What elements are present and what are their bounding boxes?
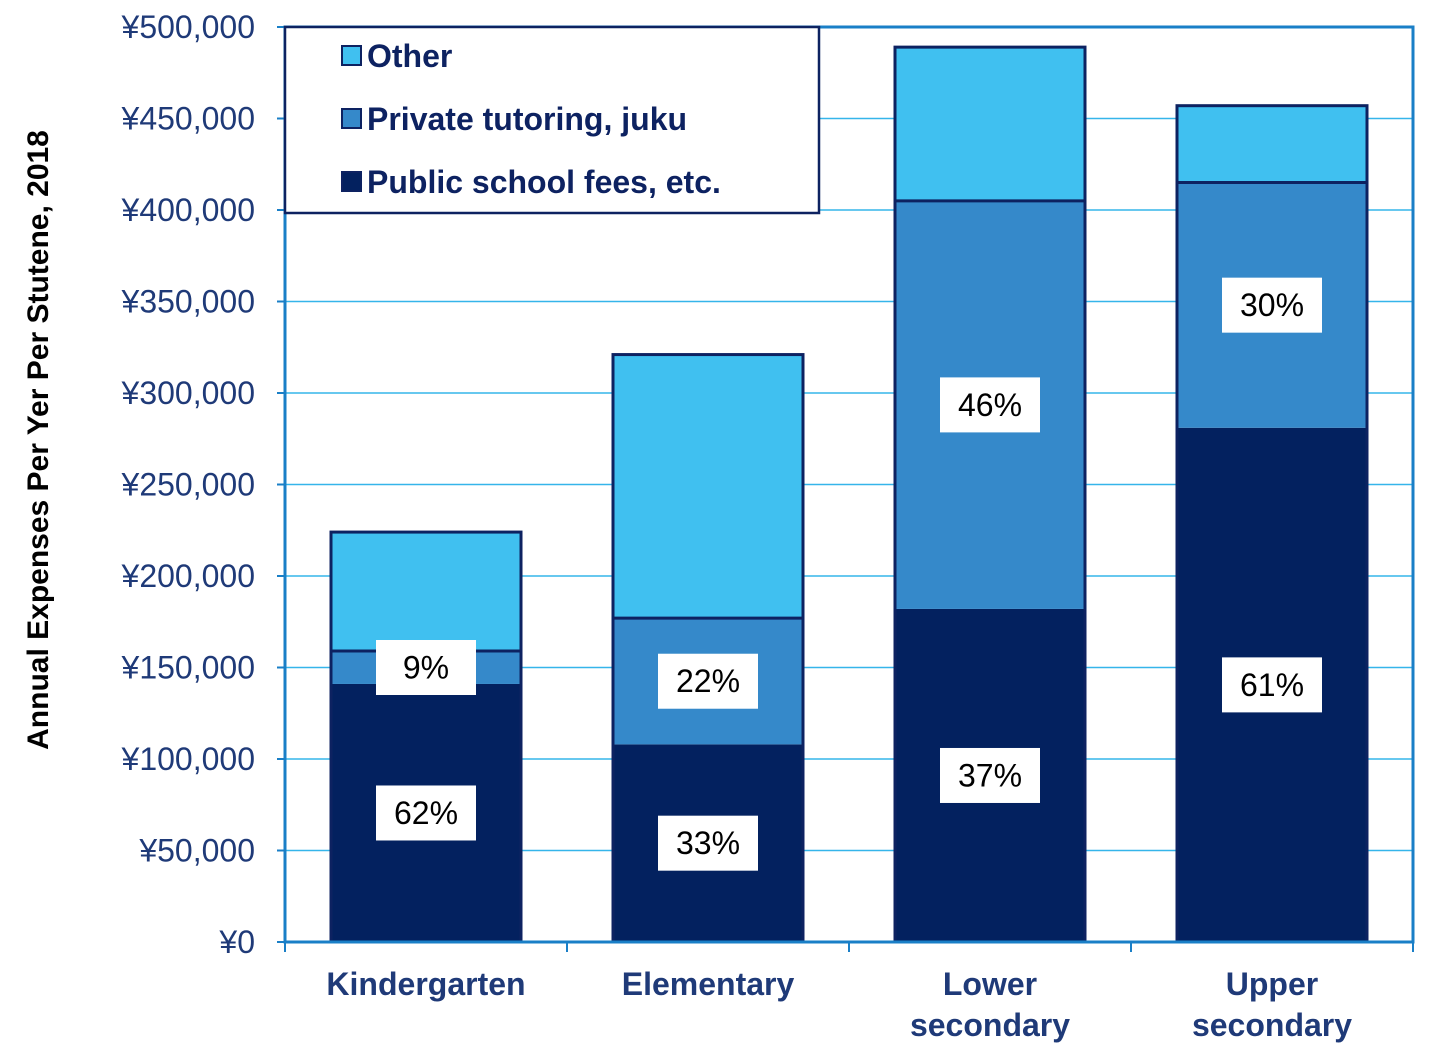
- legend-entry: Public school fees, etc.: [367, 164, 721, 200]
- data-label: 33%: [676, 825, 740, 861]
- y-tick-label: ¥500,000: [121, 9, 255, 45]
- data-label: 9%: [403, 650, 449, 686]
- y-tick-label: ¥250,000: [121, 467, 255, 503]
- y-axis-title: Annual Expenses Per Yer Per Stutene, 201…: [22, 130, 55, 750]
- bar-segment: [895, 47, 1085, 201]
- y-tick-label: ¥200,000: [121, 558, 255, 594]
- data-label-box: [1222, 657, 1322, 713]
- legend: Other Private tutoring, juku Public school…: [283, 25, 821, 215]
- x-category-label: secondary: [910, 1007, 1070, 1043]
- y-tick-label: ¥50,000: [138, 833, 255, 869]
- y-tick-label: ¥400,000: [121, 192, 255, 228]
- y-tick-label: ¥350,000: [121, 284, 255, 320]
- data-label-box: [376, 640, 476, 695]
- legend-box: [283, 25, 821, 215]
- bar-segment: [331, 532, 521, 652]
- bar-segment: [613, 354, 803, 619]
- x-category-label: Kindergarten: [326, 966, 525, 1002]
- y-tick-label: ¥100,000: [121, 741, 255, 777]
- x-category-label: Lower: [943, 966, 1037, 1002]
- data-label: 62%: [394, 795, 458, 831]
- data-label: 30%: [1240, 287, 1304, 323]
- y-tick-label: ¥450,000: [121, 101, 255, 137]
- data-labels: 62% 9% 33% 22% 37% 46% 61% 30%: [376, 277, 1322, 871]
- y-tick-label: ¥0: [218, 924, 255, 960]
- data-label-box: [940, 377, 1040, 433]
- legend-swatch: [341, 108, 362, 129]
- x-category-label: Elementary: [622, 966, 795, 1002]
- data-label-box: [658, 815, 758, 871]
- data-label: 61%: [1240, 667, 1304, 703]
- data-label-box: [1222, 277, 1322, 333]
- x-category-label: secondary: [1192, 1007, 1352, 1043]
- legend-swatch: [341, 171, 362, 192]
- data-label: 22%: [676, 663, 740, 699]
- y-tick-label: ¥150,000: [121, 650, 255, 686]
- data-label-box: [940, 747, 1040, 803]
- data-label-box: [376, 785, 476, 841]
- bar-segment: [1177, 105, 1367, 183]
- axes: ¥0 ¥50,000 ¥100,000 ¥150,000 ¥200,000 ¥250,00…: [121, 9, 1415, 1043]
- legend-entry: Other: [367, 38, 452, 74]
- legend-entry: Private tutoring, juku: [367, 101, 687, 137]
- data-label: 46%: [958, 387, 1022, 423]
- data-label-box: [658, 653, 758, 709]
- x-category-label: Upper: [1226, 966, 1318, 1002]
- legend-swatch: [341, 45, 362, 66]
- y-tick-label: ¥300,000: [121, 375, 255, 411]
- data-label: 37%: [958, 757, 1022, 793]
